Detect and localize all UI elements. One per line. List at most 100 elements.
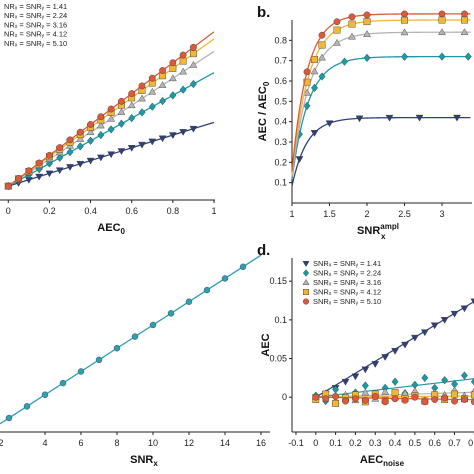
data-point-a [76,135,85,142]
x-axis-label-b: SNRampl x [357,222,399,241]
data-point-c [203,286,211,294]
data-point-a [118,97,125,105]
plot-area-d [311,298,474,407]
data-point-a [168,132,177,140]
x-axis-label-a: AEC0 [97,222,125,236]
data-point-b [325,120,334,128]
data-point-d [371,393,379,400]
data-point-a [107,114,116,122]
data-point-b [438,52,446,61]
y-tick-label-b: 0.5 [274,96,287,106]
x-tick-label-b: 2 [364,209,369,219]
data-point-d [401,341,409,349]
data-point-d [431,396,439,403]
x-axis-label-d: AECnoise [360,454,405,468]
data-point-b [348,32,356,40]
data-point-b [464,52,472,61]
panel-b: b. 0.1 0.2 0.3 0.4 0.5 0.6 0.7 0.8 1 1.5 2 2.5 3 SNRam… [257,4,472,241]
x-tick-label-b: 2.5 [398,209,411,219]
data-point-a [138,108,146,117]
data-point-b [363,11,371,19]
data-point-a [179,57,187,65]
legend-entry-d: SNRₓ = SNRᵧ = 4.12 [313,288,381,297]
data-point-b [318,53,326,61]
data-point-d [361,388,370,396]
data-point-d [450,310,459,318]
fit-line-c [0,254,262,425]
data-point-a [179,67,188,75]
data-point-b [363,30,371,37]
data-point-a [76,128,84,136]
data-point-d [411,393,419,401]
data-point-a [138,141,146,149]
data-point-d [470,398,474,406]
data-point-a [15,175,22,182]
data-point-c [5,414,13,422]
data-point-a [158,81,167,88]
x-tick-label-c: 12 [184,438,194,448]
data-point-b [311,83,318,93]
x-tick-label-c: 14 [220,438,230,448]
data-point-a [189,60,198,68]
data-point-b [318,31,326,39]
y-axis-label-b: AEC / AEC0 [257,81,271,141]
data-point-a [169,59,177,67]
data-point-a [66,147,74,157]
data-point-c [41,391,49,398]
data-point-a [35,173,44,181]
y-tick-label-d: 0.1 [274,315,287,325]
data-point-c [131,333,139,340]
data-point-a [107,125,115,134]
data-point-b [303,78,311,86]
data-point-a [190,50,197,58]
x-tick-label-c-partial: 2 [0,438,4,448]
legend-marker-d [302,261,310,267]
data-point-c [239,263,247,271]
data-point-a [148,102,156,111]
x-tick-label-c: 4 [42,438,47,448]
data-point-a [97,113,105,121]
data-point-d [401,396,409,404]
data-point-c [59,379,67,387]
legend-marker-d [303,298,310,305]
x-tick-label-b: 3 [439,209,444,219]
data-point-a [96,121,105,129]
data-point-b [333,38,341,46]
data-point-d [411,334,419,342]
legend-entry-a: NRₓ = SNRᵧ = 3.16 [4,20,67,29]
x-tick-label-d: 0.7 [448,438,461,448]
data-point-b [438,28,446,35]
data-point-d [381,398,389,406]
data-point-a [66,164,74,171]
legend-entry-a: NRₓ = SNRᵧ = 4.12 [4,30,67,39]
data-point-a [46,151,53,159]
data-point-d [461,396,468,403]
panel-label-b: b. [257,4,270,21]
legend-entry-a: NRₓ = SNRᵧ = 1.41 [4,2,67,11]
y-tick-label-b: 0.3 [274,137,287,147]
data-point-a [159,96,167,106]
data-point-b [318,72,326,81]
data-point-b [333,26,341,34]
y-axis-label-d: AEC [260,333,272,356]
data-point-b [438,10,446,18]
y-tick-label-b: 0.2 [274,157,287,167]
x-tick-label-d: 0.8 [468,438,474,448]
panel-d: d. 0 0.05 0.1 0.15 -0.1 0 0.1 0.2 0.3 0.4 0.5 0.6 0.7… [257,242,474,468]
data-point-a [56,144,64,151]
data-point-a [138,94,146,102]
data-point-b [303,68,311,76]
y-tick-label-b: 0.1 [274,178,287,188]
data-point-d [441,376,449,385]
data-point-b [348,20,356,28]
data-point-d [451,397,458,405]
data-point-d [312,393,320,401]
data-point-d [391,377,399,386]
data-point-d [332,399,340,407]
x-tick-label-c: 8 [114,438,119,448]
legend-entry-a: NRₓ = SNRᵧ = 5.10 [4,39,67,48]
data-point-a [127,145,136,152]
y-tick-label-d: 0.15 [269,276,287,286]
fit-curve-b [291,13,471,172]
legend-marker-d [302,279,310,285]
